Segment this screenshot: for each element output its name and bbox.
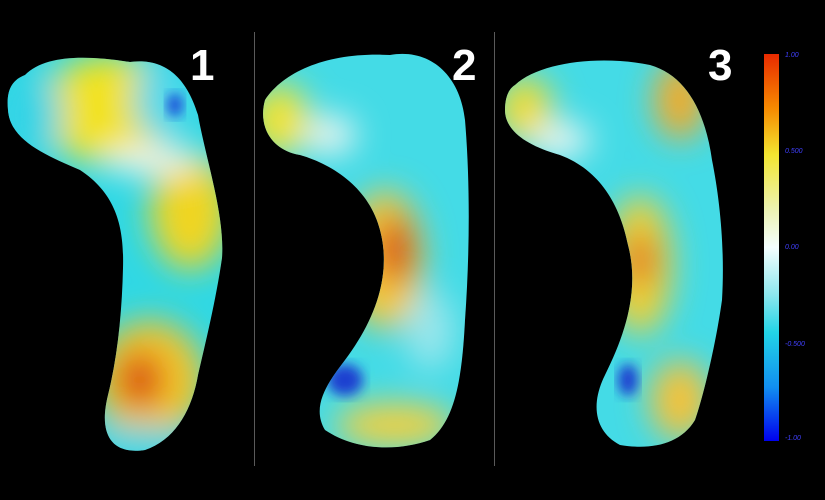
panel-label-2: 2 xyxy=(452,41,477,90)
colorbar-tick-1: 1.00 xyxy=(785,52,799,59)
panel-label-1: 1 xyxy=(190,41,215,90)
surface-1 xyxy=(7,57,223,451)
colorbar-tick-5: -1.00 xyxy=(785,435,801,442)
colorbar-tick-4: -0.500 xyxy=(785,341,805,348)
surface-2 xyxy=(263,53,469,448)
colorbar-tick-2: 0.500 xyxy=(785,148,803,155)
panel-divider-2 xyxy=(494,32,495,466)
panel-divider-1 xyxy=(254,32,255,466)
colorbar xyxy=(764,54,779,441)
panel-label-3: 3 xyxy=(708,41,733,90)
surface-3 xyxy=(505,60,723,447)
colorbar-tick-3: 0.00 xyxy=(785,244,799,251)
